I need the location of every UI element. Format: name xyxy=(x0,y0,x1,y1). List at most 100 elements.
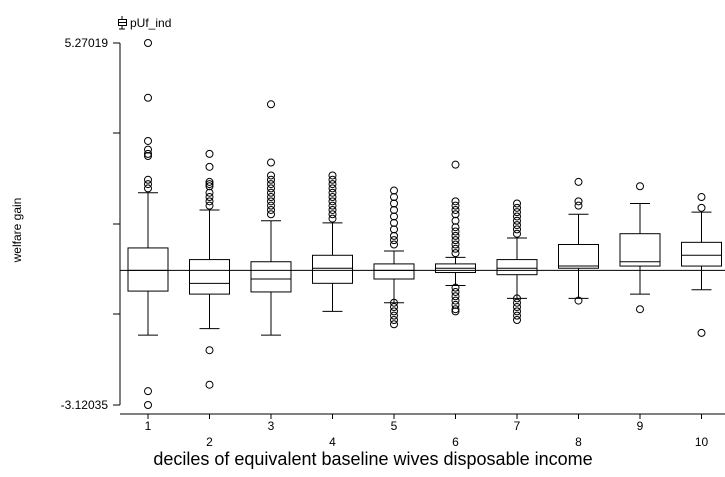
outlier-point xyxy=(390,205,398,214)
outlier-point xyxy=(328,184,337,193)
outlier-point xyxy=(390,315,398,324)
x-tick-label: 10 xyxy=(695,435,709,449)
iqr-box xyxy=(558,243,599,269)
outlier-point xyxy=(451,240,460,249)
outlier-point xyxy=(513,315,521,324)
outlier-point xyxy=(513,298,521,307)
outlier-point xyxy=(513,216,521,225)
outlier-point xyxy=(451,236,460,245)
outlier-point xyxy=(328,205,337,214)
box-1 xyxy=(127,39,169,409)
outlier-point xyxy=(144,387,152,396)
outlier-point xyxy=(390,212,398,221)
outlier-point xyxy=(574,177,583,186)
outlier-point xyxy=(451,300,460,309)
outlier-point xyxy=(390,236,398,245)
x-tick-label: 6 xyxy=(452,435,459,449)
x-tick-label: 3 xyxy=(268,419,275,433)
outlier-point xyxy=(328,175,337,184)
outlier-point xyxy=(513,311,521,320)
outlier-point xyxy=(697,193,706,202)
x-axis-label: deciles of equivalent baseline wives dis… xyxy=(153,449,592,469)
outlier-point xyxy=(390,307,398,316)
outlier-point xyxy=(513,225,521,234)
outlier-point xyxy=(205,201,214,210)
box-6 xyxy=(435,160,476,316)
outlier-point xyxy=(267,184,275,193)
outlier-point xyxy=(205,149,214,158)
outlier-point xyxy=(328,180,337,189)
outlier-point xyxy=(205,380,214,389)
box-series xyxy=(127,39,722,409)
outlier-point xyxy=(328,188,337,197)
box-5 xyxy=(373,186,415,329)
outlier-point xyxy=(636,182,644,191)
outlier-point xyxy=(451,227,460,236)
outlier-point xyxy=(451,287,460,296)
outlier-point xyxy=(451,223,460,232)
outlier-point xyxy=(513,199,521,208)
outlier-point xyxy=(205,346,214,355)
outlier-point xyxy=(390,199,398,208)
outlier-point xyxy=(697,328,706,337)
outlier-point xyxy=(205,188,214,197)
x-tick-label: 9 xyxy=(637,419,644,433)
x-ticks: 1 2 3 4 5 6 7 8 9 10 xyxy=(145,414,709,449)
outlier-point xyxy=(144,175,152,184)
outlier-point xyxy=(451,160,460,169)
outlier-point xyxy=(205,177,214,186)
outlier-point xyxy=(451,249,460,258)
outlier-point xyxy=(267,180,275,189)
outlier-point xyxy=(267,188,275,197)
outlier-point xyxy=(267,158,275,167)
outlier-point xyxy=(574,201,583,210)
outlier-point xyxy=(328,197,337,206)
outlier-point xyxy=(144,184,152,193)
outlier-point xyxy=(390,186,398,195)
outlier-point xyxy=(205,197,214,206)
outlier-point xyxy=(636,305,644,314)
legend-box-symbol-icon xyxy=(118,16,127,30)
box-8 xyxy=(558,177,599,305)
outlier-point xyxy=(267,210,275,219)
outlier-point xyxy=(328,171,337,180)
x-tick-label: 2 xyxy=(206,435,213,449)
outlier-point xyxy=(390,240,398,249)
iqr-box xyxy=(312,254,353,284)
outlier-point xyxy=(513,303,521,312)
outlier-point xyxy=(390,225,398,234)
outlier-point xyxy=(697,203,706,212)
outlier-point xyxy=(328,201,337,210)
outlier-point xyxy=(144,400,152,409)
box-2 xyxy=(189,149,230,389)
outlier-point xyxy=(451,216,460,225)
iqr-box xyxy=(681,241,722,267)
outlier-point xyxy=(267,100,275,109)
legend-label: pUf_ind xyxy=(130,16,171,30)
outlier-point xyxy=(513,307,521,316)
outlier-point xyxy=(513,229,521,238)
y-tick-label-min: -3.12035 xyxy=(61,398,109,412)
outlier-point xyxy=(390,218,398,227)
outlier-point xyxy=(267,175,275,184)
iqr-box xyxy=(619,233,661,267)
outlier-point xyxy=(390,320,398,329)
outlier-point xyxy=(267,205,275,214)
outlier-point xyxy=(513,208,521,217)
outlier-point xyxy=(390,193,398,202)
outlier-point xyxy=(205,182,214,191)
box-3 xyxy=(250,100,292,336)
outlier-point xyxy=(513,294,521,303)
outlier-point xyxy=(451,283,460,292)
box-10 xyxy=(681,193,722,337)
y-tick-label-max: 5.27019 xyxy=(65,36,109,50)
outlier-point xyxy=(144,93,152,102)
legend: pUf_ind xyxy=(118,16,171,30)
outlier-point xyxy=(574,197,583,206)
outlier-point xyxy=(451,210,460,219)
outlier-point xyxy=(451,201,460,210)
iqr-box xyxy=(373,263,415,280)
outlier-point xyxy=(144,149,152,158)
outlier-point xyxy=(390,298,398,307)
outlier-point xyxy=(267,201,275,210)
